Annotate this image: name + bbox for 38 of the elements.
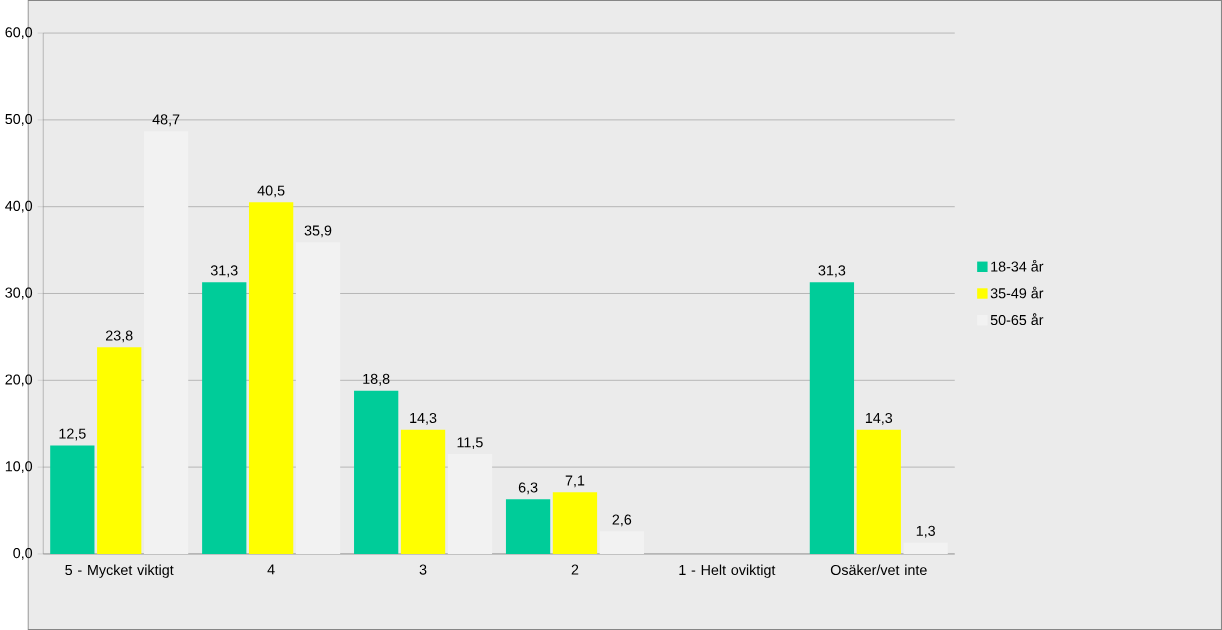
data-label: 31,3 [818, 265, 846, 278]
data-label: 12,5 [59, 428, 86, 441]
data-label: 6,3 [518, 482, 538, 495]
data-label: 7,1 [565, 475, 585, 488]
data-label: 14,3 [410, 412, 437, 425]
data-label: 23,8 [105, 330, 133, 343]
data-label: 2,6 [612, 514, 632, 527]
data-label: 1,3 [916, 525, 935, 538]
y-tick-label: 30,0 [5, 287, 33, 300]
x-tick-label: Osäker/vet inte [830, 564, 927, 576]
legend-label: 50-65 år [990, 313, 1044, 326]
bar [354, 390, 399, 554]
x-tick-label: 4 [267, 564, 275, 575]
data-label: 48,7 [152, 114, 180, 127]
legend-label: 35-49 år [990, 286, 1044, 299]
bar [809, 282, 855, 554]
x-tick-label: 2 [571, 564, 579, 575]
x-tick-label: 3 [419, 564, 427, 575]
y-tick-label: 50,0 [5, 113, 33, 126]
y-tick-label: 20,0 [5, 374, 33, 387]
bar [856, 429, 901, 554]
data-label: 35,9 [304, 225, 332, 238]
data-label: 31,3 [210, 265, 238, 278]
data-label: 18,8 [363, 373, 390, 386]
y-tick-label: 40,0 [5, 200, 33, 213]
data-label: 11,5 [457, 437, 483, 450]
bar [505, 499, 551, 554]
data-label: 40,5 [257, 185, 285, 198]
x-tick-label: 5 - Mycket viktigt [65, 564, 174, 578]
y-tick-label: 0,0 [13, 548, 33, 560]
bar [552, 492, 598, 554]
x-tick-label: 1 - Helt oviktigt [679, 564, 776, 578]
y-tick-label: 10,0 [5, 461, 33, 474]
y-tick-label: 60,0 [5, 27, 33, 40]
legend-label: 18-34 år [991, 259, 1044, 272]
data-label: 14,3 [865, 412, 893, 425]
bar [50, 445, 95, 554]
bar [202, 282, 247, 554]
